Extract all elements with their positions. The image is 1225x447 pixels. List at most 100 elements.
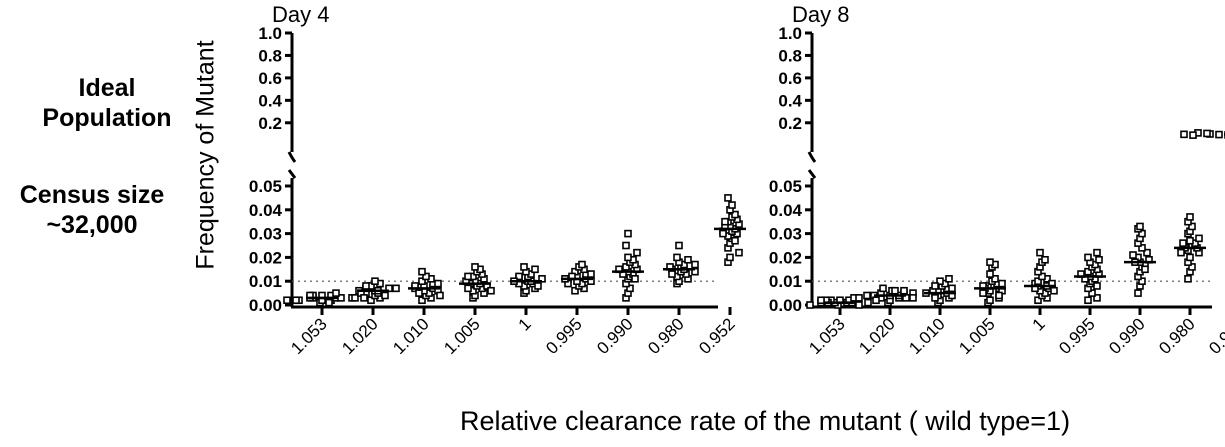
x-axis-label: Relative clearance rate of the mutant ( … [460,406,1071,436]
x-tick-label: 1 [515,314,535,334]
data-point [1041,255,1049,264]
data-point [622,263,630,271]
data-point [587,270,595,278]
data-point [360,294,368,302]
data-point [418,277,426,286]
data-point [381,291,389,300]
data-point [995,291,1003,300]
data-point [415,289,423,297]
axis-break-top [287,151,297,163]
data-point [1136,222,1144,231]
panel-title: Day 8 [792,2,849,27]
y-tick-label: 0.02 [769,248,802,267]
data-point [1034,277,1042,286]
data-point [1195,234,1203,243]
x-tick-label: 1.053 [287,314,331,358]
data-point [1186,236,1194,245]
row-title-line2: Population [42,104,172,132]
data-point [719,229,727,238]
y-tick-label: 0.6 [258,69,282,88]
y-tick-label: 0.05 [249,177,282,196]
y-tick-label: 0.05 [769,177,802,196]
x-tick-label: 1.010 [389,314,433,358]
data-point [422,272,430,281]
data-point [691,260,699,269]
y-tick-label: 0.04 [769,201,803,220]
data-point [1084,253,1092,262]
data-point [1050,286,1058,295]
x-tick-label: 1.005 [440,314,484,358]
row-title: Ideal Population [22,73,192,133]
panel-title: Day 4 [272,2,329,27]
data-point [817,296,825,305]
data-point [1177,248,1185,257]
data-point [371,277,379,286]
data-point [367,296,375,305]
x-tick-label: 1.005 [955,314,999,358]
axis-break-top [807,151,817,163]
data-point [945,275,953,283]
axis-break-bottom [807,169,817,179]
y-tick-label: 0.04 [249,201,283,220]
data-point [931,282,939,290]
data-point [909,294,917,302]
data-point [1095,255,1103,264]
data-point [487,286,495,295]
data-point [1215,130,1223,139]
data-point [471,263,479,271]
data-point [418,296,426,305]
y-tick-label: 0.01 [249,272,282,291]
axis-break-bottom [287,169,297,179]
x-tick-label: 0.990 [593,314,637,358]
data-point [726,253,734,262]
data-point [624,229,632,238]
y-tick-label: 0.2 [258,114,282,133]
data-point [855,294,863,302]
data-point [1129,251,1137,259]
data-point [1138,277,1146,286]
data-point [434,279,442,288]
y-tick-label: 0.00 [769,296,802,315]
data-point [806,301,814,309]
data-point [292,296,300,305]
chart-panel-1: Day 4 0.00 0.01 0.02 0.03 0.04 0.05 0.2 0.4 0.6 0.… [249,2,746,358]
data-point [936,277,944,286]
data-point [855,301,863,309]
data-point [728,201,736,209]
data-point [986,296,994,305]
data-point [624,253,632,262]
y-tick-label: 0.4 [258,91,282,110]
data-point [979,289,987,297]
data-point [1186,253,1194,262]
data-point [724,194,732,202]
chart-panel-2: Day 8 0.00 0.01 0.02 0.03 0.04 0.05 0.2 0.4 0.6 0.… [769,2,1225,358]
data-point [1186,213,1194,221]
data-point [351,294,359,302]
census-size-label: Census size ~32,000 [2,180,182,240]
data-point [1093,294,1101,302]
data-point [721,217,729,226]
x-tick-label: 0.952 [695,314,739,358]
x-tick-label: 0.990 [1105,314,1149,358]
x-tick-label: 0.995 [1055,314,1099,358]
data-point [1084,296,1092,305]
data-point [668,270,676,278]
data-point [731,210,739,219]
data-point [515,272,523,281]
data-point [872,296,880,305]
data-point [1084,267,1092,276]
x-tick-label: 1.020 [855,314,899,358]
y-tick-label: 0.8 [778,46,802,65]
data-point [735,248,743,257]
data-point [464,272,472,281]
y-tick-label: 0.01 [769,272,802,291]
data-point [534,282,542,290]
data-point [626,284,634,293]
data-point [986,258,994,266]
data-point [673,253,681,262]
data-point [418,267,426,276]
data-point [571,286,579,295]
x-tick-label: 0.980 [1155,314,1199,358]
y-tick-label: 0.00 [249,296,282,315]
